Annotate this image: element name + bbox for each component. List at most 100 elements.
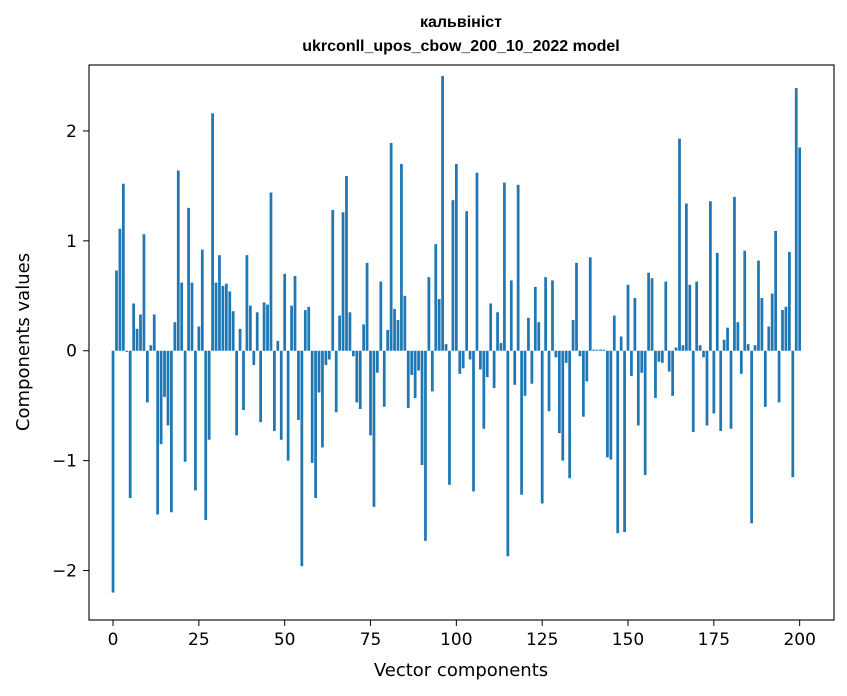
chart-subtitle: ukrconll_upos_cbow_200_10_2022 model <box>302 38 619 55</box>
bar-13 <box>156 350 160 515</box>
bar-56 <box>303 310 307 351</box>
bar-92 <box>427 277 431 351</box>
bar-109 <box>485 350 489 378</box>
bar-119 <box>520 350 523 495</box>
bar-71 <box>355 350 359 403</box>
bar-111 <box>492 350 496 389</box>
bar-100 <box>454 163 458 351</box>
bar-120 <box>523 350 527 396</box>
bar-7 <box>135 328 139 351</box>
y-axis-ticks: −2 −1 0 1 2 <box>52 122 89 582</box>
bar-169 <box>691 350 695 433</box>
bar-194 <box>777 350 781 403</box>
bar-184 <box>743 250 747 351</box>
bar-39 <box>245 255 249 351</box>
bar-73 <box>362 324 366 351</box>
bar-134 <box>571 319 575 351</box>
bar-64 <box>331 210 335 351</box>
bar-2 <box>118 228 122 351</box>
bar-15 <box>163 350 166 397</box>
bar-173 <box>705 350 709 426</box>
bar-79 <box>382 350 386 407</box>
bar-104 <box>468 350 472 360</box>
bar-160 <box>660 350 664 363</box>
bar-138 <box>585 350 589 382</box>
bar-76 <box>372 350 376 507</box>
y-tick-label: 0 <box>66 342 77 362</box>
bar-140 <box>592 349 596 351</box>
bar-181 <box>733 196 736 351</box>
bar-70 <box>351 350 355 357</box>
bar-58 <box>310 350 314 463</box>
bar-33 <box>224 283 228 351</box>
bar-1 <box>115 270 118 351</box>
bar-143 <box>602 349 606 351</box>
bar-151 <box>630 350 633 377</box>
bar-72 <box>358 350 362 409</box>
bar-158 <box>654 350 657 398</box>
plot-frame <box>88 64 835 621</box>
bar-50 <box>283 273 287 351</box>
bar-27 <box>204 350 208 520</box>
bar-18 <box>173 322 177 351</box>
bar-167 <box>685 203 688 351</box>
bar-6 <box>132 303 136 351</box>
bar-75 <box>369 350 372 436</box>
bar-121 <box>527 317 530 351</box>
y-tick-label: 1 <box>66 232 77 252</box>
bar-57 <box>307 306 311 351</box>
bar-130 <box>557 350 561 434</box>
chart-title: кальвініст <box>420 14 502 31</box>
bar-133 <box>568 350 572 479</box>
bar-177 <box>719 350 723 431</box>
bar-10 <box>145 350 149 403</box>
bar-34 <box>228 291 232 351</box>
bar-19 <box>176 170 180 351</box>
bar-162 <box>667 350 671 372</box>
y-tick-label: −2 <box>52 562 77 582</box>
bars-group <box>111 75 802 593</box>
bar-139 <box>588 257 592 351</box>
bar-78 <box>379 281 383 351</box>
bar-26 <box>200 249 204 351</box>
bar-90 <box>420 350 424 466</box>
bar-174 <box>709 201 712 351</box>
x-tick-label: 75 <box>360 630 382 650</box>
bar-131 <box>561 350 565 461</box>
bar-132 <box>564 350 568 363</box>
bar-136 <box>578 350 582 357</box>
bar-197 <box>788 251 791 351</box>
x-tick-label: 200 <box>783 630 815 650</box>
bar-150 <box>626 284 630 351</box>
bar-47 <box>273 350 276 431</box>
x-tick-label: 50 <box>274 630 296 650</box>
bar-63 <box>327 350 331 360</box>
bar-43 <box>259 350 263 423</box>
bar-41 <box>252 350 256 366</box>
bar-190 <box>763 350 767 407</box>
bar-149 <box>623 350 626 533</box>
bar-0 <box>111 350 115 593</box>
bar-107 <box>479 350 482 370</box>
bar-91 <box>424 350 427 541</box>
bar-182 <box>736 322 740 351</box>
bar-165 <box>678 138 681 351</box>
bar-21 <box>183 350 187 462</box>
x-tick-label: 100 <box>440 630 472 650</box>
bar-25 <box>197 326 201 351</box>
bar-117 <box>513 350 517 385</box>
bar-116 <box>509 280 513 351</box>
bar-37 <box>238 328 242 351</box>
bar-113 <box>499 343 503 351</box>
bar-88 <box>413 350 417 398</box>
bar-11 <box>149 345 153 351</box>
bar-200 <box>798 147 802 351</box>
bar-106 <box>475 172 479 351</box>
bar-12 <box>152 314 156 351</box>
bar-163 <box>671 350 675 396</box>
bar-122 <box>530 350 534 384</box>
bar-53 <box>293 276 297 351</box>
bar-30 <box>214 282 218 351</box>
bar-28 <box>207 350 211 440</box>
bar-198 <box>791 350 795 478</box>
